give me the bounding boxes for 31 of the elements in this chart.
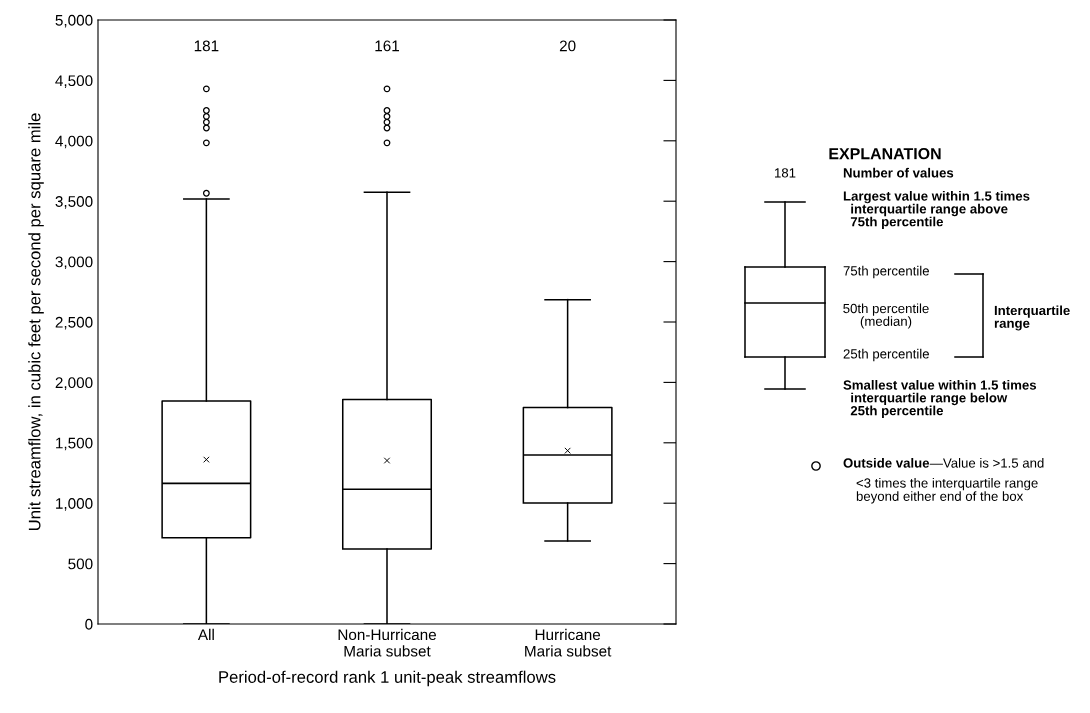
- y-tick-label: 3,000: [55, 256, 93, 270]
- x-axis-title: Period-of-record rank 1 unit-peak streamflows: [219, 670, 556, 687]
- y-tick-label: 500: [68, 558, 93, 570]
- y-tick-label: 3,500: [55, 196, 93, 209]
- y-tick-label: 2,000: [55, 377, 93, 390]
- annotation: 20: [559, 40, 576, 52]
- text: Outside value: [843, 458, 930, 468]
- y-tick-label: 0: [85, 618, 93, 630]
- annotation: 161: [375, 40, 399, 52]
- y-tick-label: 4,500: [55, 75, 93, 88]
- text: —Value is >1.5 and: [929, 458, 1044, 468]
- text: Interquartile range: [994, 305, 1070, 331]
- x-tick-label: Hurricane Maria subset: [525, 628, 612, 657]
- text: EXPLANATION: [829, 147, 941, 160]
- annotation: 181: [194, 40, 219, 52]
- text: <3 times the interquartile range beyond either end of the box: [856, 478, 1038, 504]
- y-tick-label: 5,000: [55, 14, 93, 28]
- text: Smallest value within 1.5 times interquartile range below 25th percentile: [843, 380, 1037, 418]
- y-tick-label: 1,000: [56, 498, 93, 511]
- text: Number of values: [843, 167, 954, 178]
- text: 50th percentile (median): [843, 303, 929, 329]
- y-tick-label: 1,500: [56, 437, 93, 451]
- y-axis-title: Unit streamflow, in cubic feet per second per square mile: [28, 113, 44, 531]
- text: 181: [775, 168, 796, 178]
- x-tick-label: Non-Hurricane Maria subset: [338, 628, 436, 657]
- text: Largest value within 1.5 times interquartile range above 75th percentile: [843, 191, 1030, 229]
- y-tick-label: 2,500: [55, 316, 93, 330]
- y-tick-label: 4,000: [55, 135, 93, 149]
- text: 25th percentile: [843, 348, 929, 362]
- x-tick-label: All: [197, 628, 214, 640]
- text: 75th percentile: [843, 265, 929, 279]
